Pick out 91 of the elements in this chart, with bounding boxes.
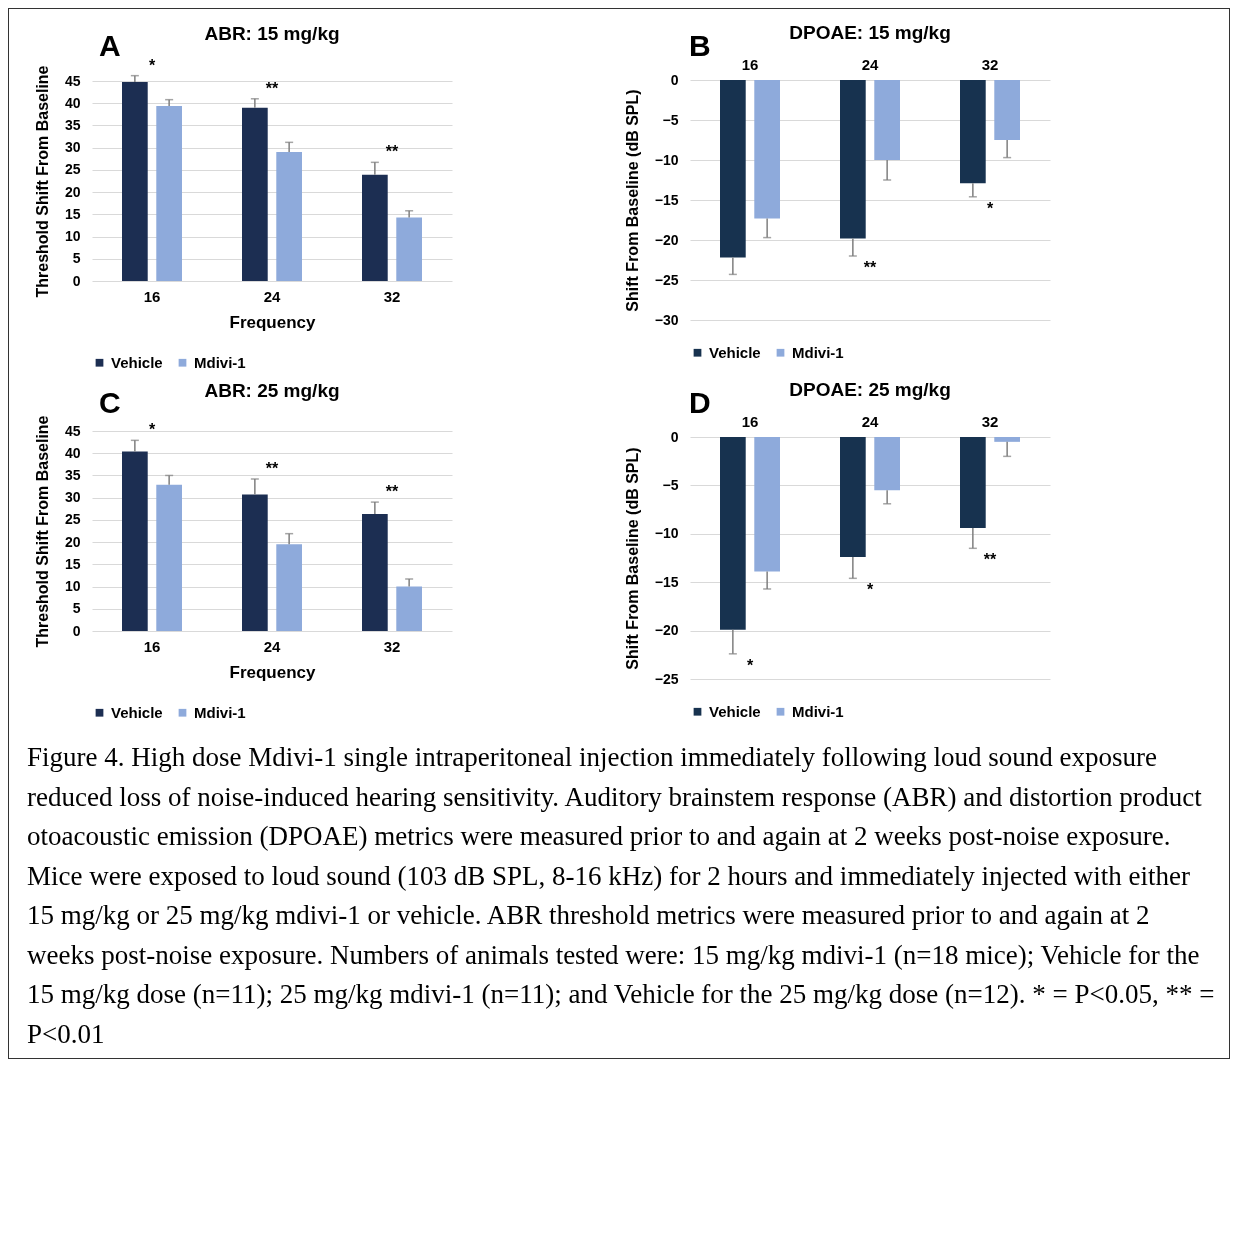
y-tick-label: 5 <box>72 250 81 267</box>
x-tick-label: 24 <box>861 55 879 73</box>
x-tick-label: 32 <box>981 412 999 430</box>
text: D <box>689 386 711 420</box>
x-tick-label: 32 <box>383 287 401 305</box>
y-tick-label: −20 <box>654 231 679 248</box>
y-tick-label: 10 <box>64 578 81 595</box>
bar <box>396 586 422 631</box>
x-tick-label: 32 <box>981 55 999 73</box>
y-tick-label: −5 <box>662 111 679 128</box>
x-axis-title: Frequency <box>229 312 317 332</box>
x-tick-label: 16 <box>741 55 759 73</box>
y-tick-label: −30 <box>654 311 679 328</box>
bar <box>122 81 148 281</box>
y-tick-label: −20 <box>654 622 679 639</box>
y-tick-label: −10 <box>654 525 679 542</box>
y-tick-label: 15 <box>64 205 81 222</box>
y-tick-label: 45 <box>64 422 81 439</box>
y-tick-label: −5 <box>662 476 679 493</box>
y-axis-title: Shift From Baseline (dB SPL) <box>623 447 641 670</box>
y-tick-label: −15 <box>654 573 679 590</box>
bar <box>362 514 388 631</box>
y-tick-label: 0 <box>72 272 81 289</box>
x-tick-label: 24 <box>263 637 281 655</box>
chart-title: DPOAE: 15 mg/kg <box>789 22 951 43</box>
legend-label: Mdivi-1 <box>792 343 844 361</box>
x-tick-label: 16 <box>143 287 161 305</box>
bar <box>156 105 182 281</box>
y-tick-label: 45 <box>64 72 81 89</box>
annotation: * <box>148 421 156 439</box>
y-tick-label: 20 <box>64 533 81 550</box>
x-tick-label: 16 <box>741 412 759 430</box>
annotation: ** <box>265 460 279 477</box>
chart-title: ABR: 25 mg/kg <box>204 379 340 401</box>
annotation: * <box>746 656 754 674</box>
y-tick-label: 0 <box>72 622 81 639</box>
bar <box>396 217 422 281</box>
y-tick-label: 25 <box>64 161 81 178</box>
annotation: * <box>866 581 874 599</box>
y-tick-label: 35 <box>64 116 81 133</box>
legend-label: Mdivi-1 <box>194 353 246 371</box>
y-axis-title: Shift From Baseline (dB SPL) <box>623 89 641 312</box>
bar <box>242 107 268 281</box>
chart-title: DPOAE: 25 mg/kg <box>789 379 951 400</box>
legend-label: Vehicle <box>709 343 761 361</box>
y-tick-label: −15 <box>654 191 679 208</box>
x-axis-title: Frequency <box>229 662 317 682</box>
y-tick-label: −10 <box>654 151 679 168</box>
legend-label: Vehicle <box>111 353 163 371</box>
x-tick-label: 32 <box>383 637 401 655</box>
y-tick-label: 30 <box>64 139 81 156</box>
y-axis-title: Threshold Shift From Baseline <box>33 415 51 648</box>
y-tick-label: −25 <box>654 271 679 288</box>
legend-label: Mdivi-1 <box>194 703 246 721</box>
annotation: ** <box>983 551 997 569</box>
y-tick-label: 0 <box>670 71 679 88</box>
legend-label: Mdivi-1 <box>792 702 844 720</box>
y-tick-label: 40 <box>64 444 81 461</box>
annotation: ** <box>863 259 877 276</box>
bar <box>362 174 388 281</box>
legend-label: Vehicle <box>709 702 761 720</box>
bar <box>122 451 148 631</box>
annotation: ** <box>385 483 399 501</box>
text: * <box>148 56 156 74</box>
annotation: ** <box>265 79 279 97</box>
bar <box>156 484 182 631</box>
annotation: * <box>986 199 994 217</box>
y-axis-title: Threshold Shift From Baseline <box>33 65 51 298</box>
x-tick-label: 24 <box>861 412 879 430</box>
y-tick-label: 5 <box>72 600 81 617</box>
y-tick-label: 10 <box>64 228 81 245</box>
y-tick-label: 0 <box>670 428 679 445</box>
chart-title: ABR: 15 mg/kg <box>204 22 340 44</box>
y-tick-label: −25 <box>654 670 679 687</box>
y-tick-label: 35 <box>64 466 81 483</box>
bar <box>242 494 268 631</box>
y-tick-label: 30 <box>64 489 81 506</box>
legend-label: Vehicle <box>111 703 163 721</box>
y-tick-label: 15 <box>64 555 81 572</box>
annotation: ** <box>385 143 399 161</box>
x-tick-label: 24 <box>263 287 281 305</box>
bar <box>276 152 302 281</box>
y-tick-label: 20 <box>64 183 81 200</box>
text: B <box>689 29 711 63</box>
text: C <box>99 386 121 420</box>
y-tick-label: 40 <box>64 94 81 111</box>
x-tick-label: 16 <box>143 637 161 655</box>
text: A <box>99 29 121 63</box>
bar <box>276 544 302 631</box>
y-tick-label: 25 <box>64 511 81 528</box>
caption: Figure 4. High dose Mdivi-1 single intraperitoneal injection immediately following loud sound exposure reduced loss of noise-induced hearing sensitivity. Auditory brainstem response (ABR) and distortion product otoacoustic emission (DPOAE) metrics were measured prior to and again at 2 weeks post-noise exposure. Mice were exposed to loud sound (103 dB SPL, 8-16 kHz) for 2 hours and immediately injected with either 15 mg/kg or 25 mg/kg mdivi-1 or vehicle. ABR threshold metrics were measured prior to and again at 2 weeks post-noise exposure. Numbers of animals tested were: 15 mg/kg mdivi-1 (n=18 mice); Vehicle for the 15 mg/kg dose (n=11); 25 mg/kg mdivi-1 (n=11); and Vehicle for the 25 mg/kg dose (n=12). * = P<0.05, ** = P<0.01 <box>27 741 1216 1051</box>
